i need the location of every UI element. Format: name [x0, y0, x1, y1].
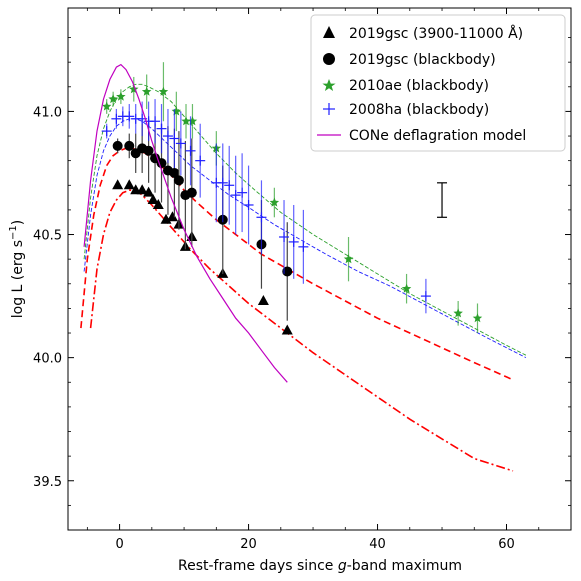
data-point — [343, 254, 354, 264]
data-point — [269, 197, 280, 207]
model-curve-1 — [83, 118, 527, 359]
data-point — [158, 86, 169, 96]
data-point — [124, 140, 135, 151]
data-point — [472, 313, 483, 323]
data-point — [156, 158, 167, 169]
x-tick-label: 0 — [115, 537, 123, 552]
legend-star-icon — [322, 79, 336, 91]
model-curve-0 — [83, 83, 527, 356]
data-point — [108, 94, 118, 104]
data-point — [181, 116, 191, 126]
x-tick-label: 20 — [240, 537, 257, 552]
data-point — [112, 179, 124, 190]
data-point — [173, 175, 184, 186]
legend-entry-2008ha: 2008ha (blackbody) — [323, 102, 489, 118]
y-tick-label: 41.0 — [33, 105, 62, 120]
data-point — [257, 295, 269, 306]
data-point — [112, 140, 123, 151]
legend-label: 2019gsc (3900-11000 Å) — [349, 25, 523, 42]
legend-box — [310, 14, 566, 152]
data-point — [101, 101, 112, 111]
x-axis-label: Rest-frame days since g-band maximum — [178, 558, 462, 574]
cone-model-curve — [83, 63, 288, 383]
legend-label: 2008ha (blackbody) — [349, 102, 489, 118]
data-point — [282, 266, 293, 277]
plot-frame — [67, 7, 572, 531]
data-point — [187, 116, 198, 126]
data-point — [136, 184, 148, 195]
y-axis-label: log L (erg s−1) — [8, 220, 26, 318]
legend-entry-cone-model: CONe deflagration model — [317, 128, 526, 144]
model-curve-3 — [89, 189, 514, 472]
data-point — [186, 187, 197, 198]
data-point — [401, 283, 412, 293]
x-tick-label: 60 — [498, 537, 515, 552]
legend-entry-2019gsc-spectral: 2019gsc (3900-11000 Å) — [323, 25, 523, 42]
data-point — [147, 194, 159, 205]
data-point — [169, 167, 180, 178]
legend-label: 2019gsc (blackbody) — [349, 52, 496, 68]
data-point — [166, 211, 178, 222]
y-tick-label: 39.5 — [33, 475, 62, 490]
axis-ticks: 0 20 40 60 39.5 40.0 40.5 41.0 — [33, 8, 571, 552]
data-point — [141, 86, 152, 96]
data-point — [143, 145, 154, 156]
y-tick-label: 40.0 — [33, 352, 62, 367]
data-point — [281, 324, 293, 335]
legend-label: CONe deflagration model — [349, 128, 526, 144]
legend-circle-icon — [323, 53, 335, 65]
y-tick-label: 40.5 — [33, 229, 62, 244]
legend: 2019gsc (3900-11000 Å) 2019gsc (blackbod… — [310, 14, 566, 152]
x-tick-label: 40 — [369, 537, 386, 552]
plot-content — [80, 62, 527, 472]
legend-triangle-icon — [323, 26, 335, 38]
data-point — [453, 308, 463, 318]
legend-label: 2010ae (blackbody) — [349, 78, 489, 94]
data-point — [143, 186, 155, 197]
data-point — [116, 91, 126, 101]
series-3 — [101, 99, 431, 314]
legend-entry-2019gsc-blackbody: 2019gsc (blackbody) — [323, 52, 496, 68]
data-point — [123, 179, 135, 190]
data-point — [152, 198, 164, 209]
legend-entry-2010ae: 2010ae (blackbody) — [322, 78, 489, 94]
